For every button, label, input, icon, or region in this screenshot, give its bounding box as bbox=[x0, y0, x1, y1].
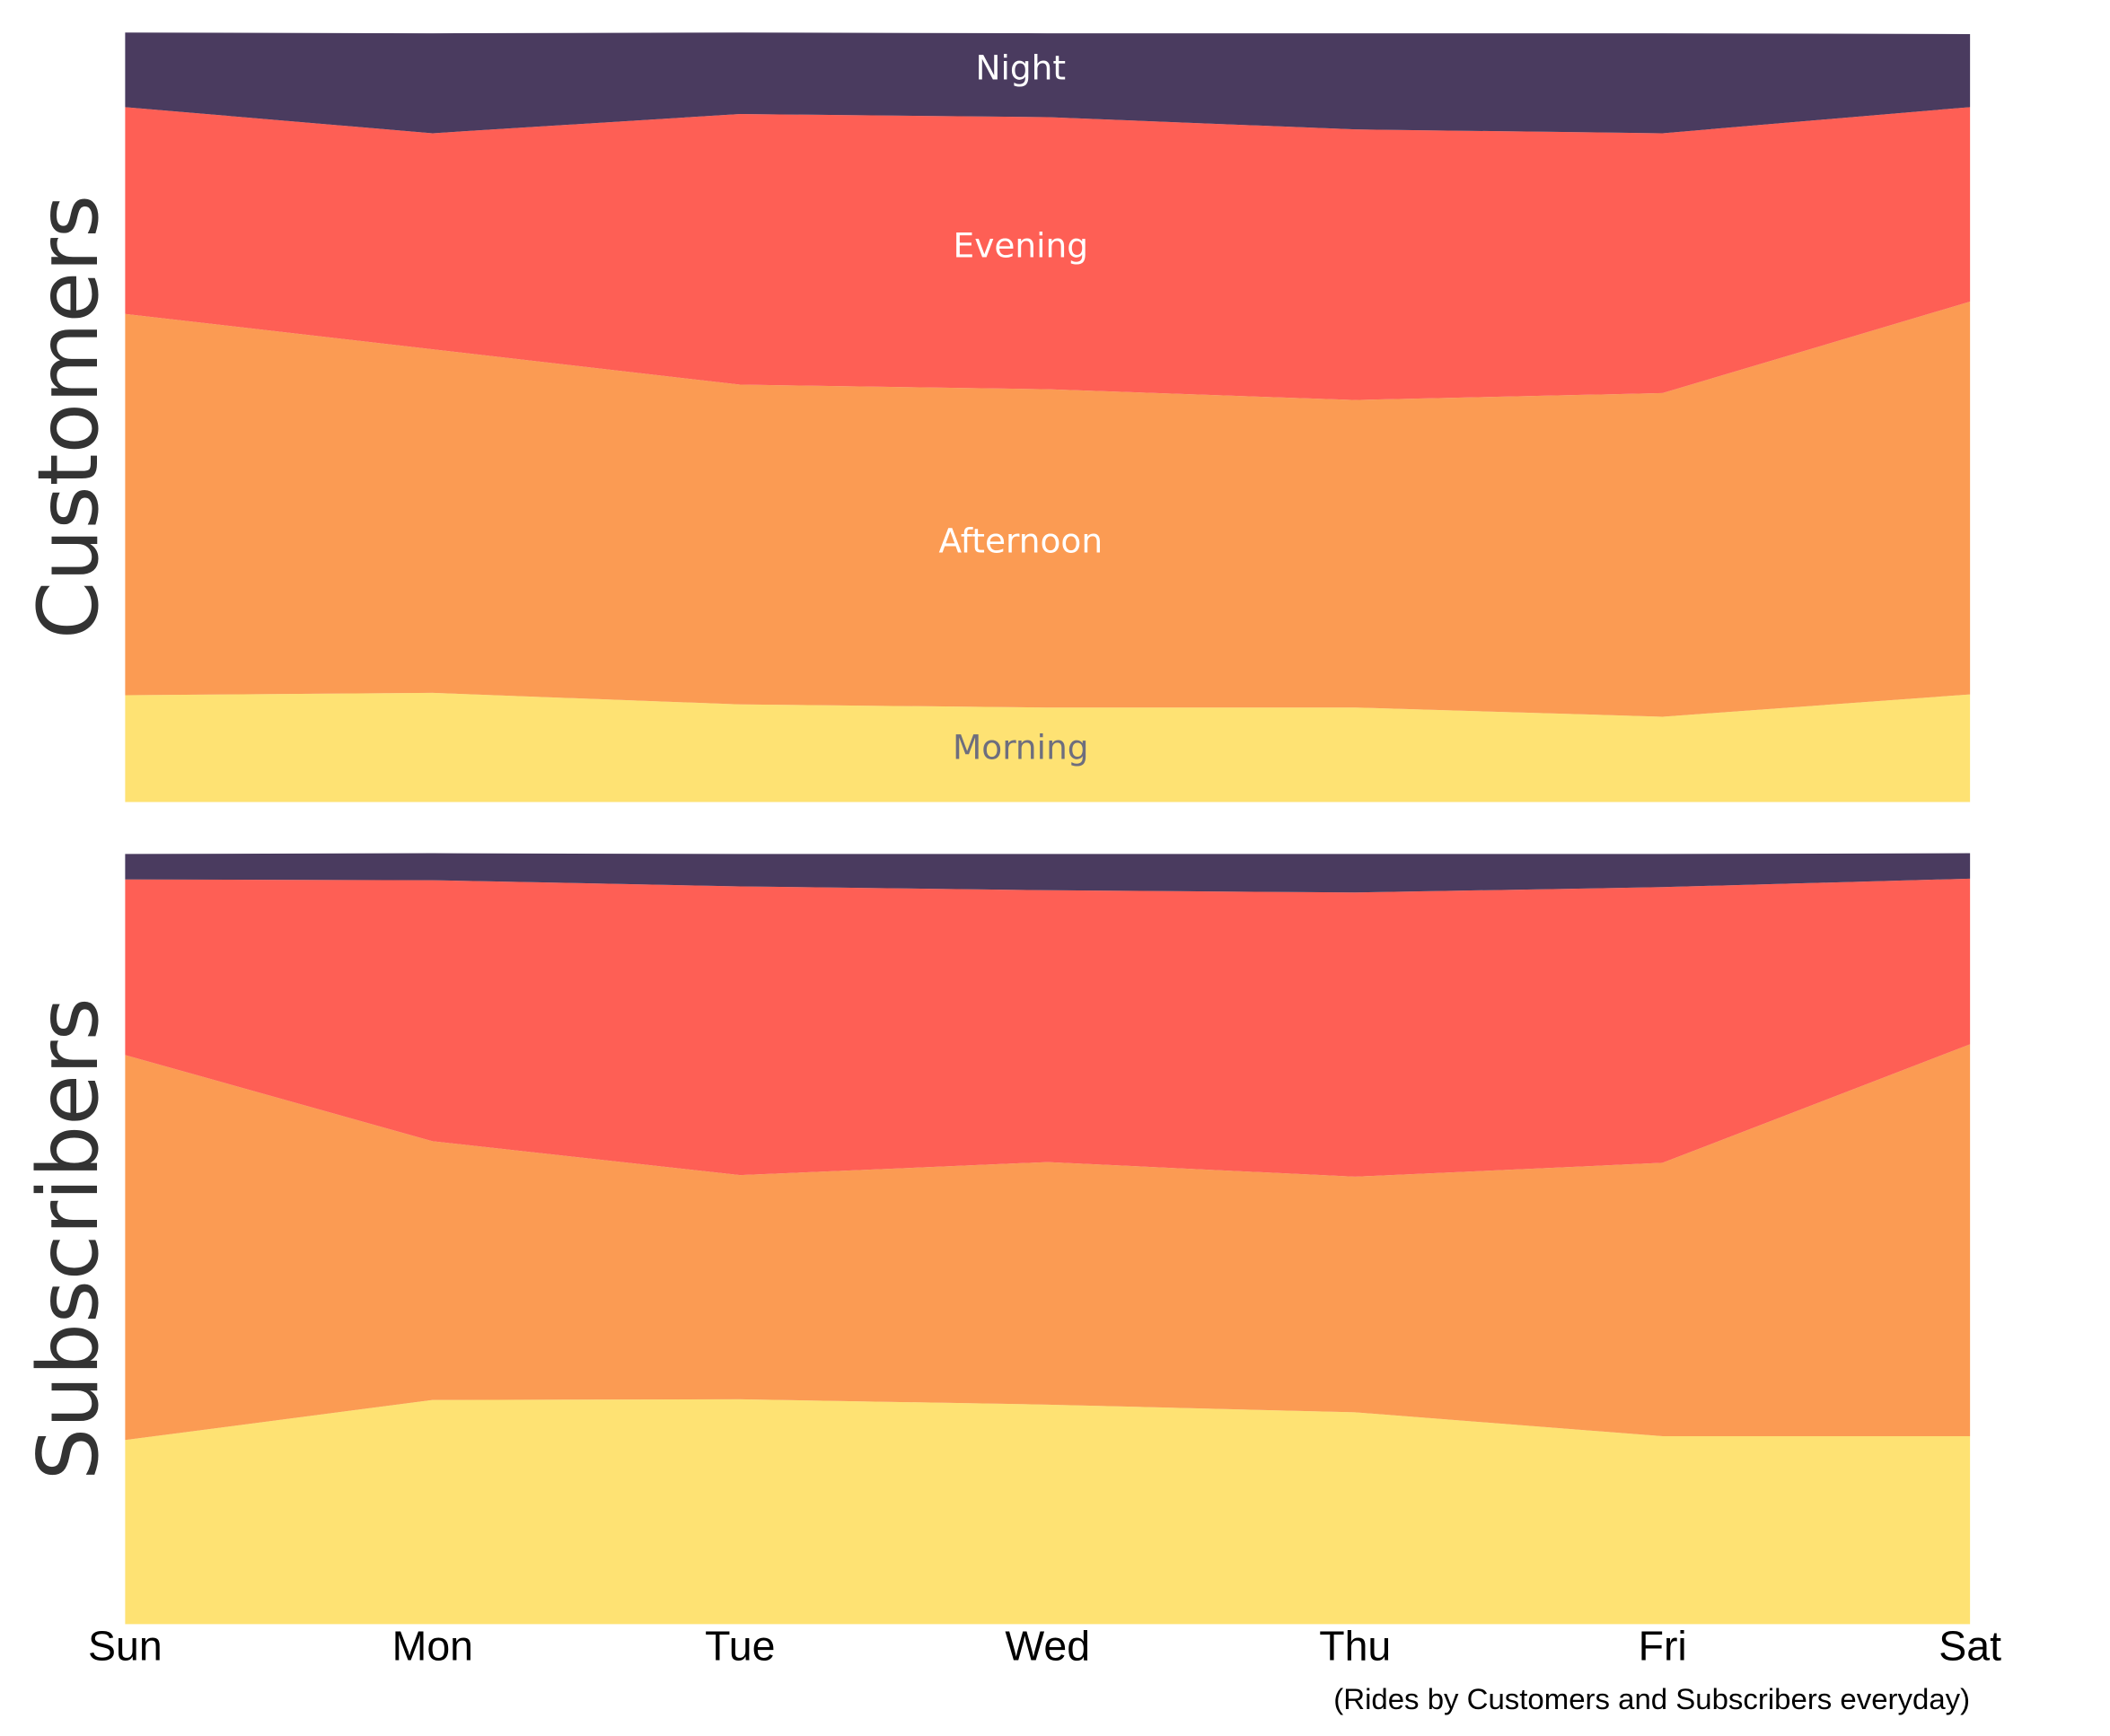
area-layer bbox=[125, 107, 1971, 400]
x-tick-label: Wed bbox=[1005, 1623, 1090, 1670]
series-label: Morning bbox=[953, 728, 1089, 767]
x-tick-label: Sat bbox=[1939, 1623, 2001, 1670]
area-layer bbox=[125, 878, 1971, 1177]
x-tick-label: Fri bbox=[1639, 1623, 1687, 1670]
x-tick-label: Thu bbox=[1319, 1623, 1391, 1670]
x-tick-label: Mon bbox=[392, 1623, 473, 1670]
x-tick-label: Sun bbox=[88, 1623, 163, 1670]
y-axis-label: Subscribers bbox=[20, 997, 118, 1480]
area-layer bbox=[125, 1044, 1971, 1441]
y-axis-label: Customers bbox=[20, 195, 118, 639]
area-layer bbox=[125, 301, 1971, 717]
area-layer bbox=[125, 853, 1971, 893]
series-label: Afternoon bbox=[939, 522, 1103, 561]
caption: (Rides by Customers and Subscribers ever… bbox=[1333, 1682, 1970, 1715]
series-label: Night bbox=[975, 48, 1066, 87]
area-layer bbox=[125, 1398, 1971, 1625]
series-label: Evening bbox=[954, 226, 1089, 266]
area-layer bbox=[125, 692, 1971, 802]
area-layer bbox=[125, 32, 1971, 134]
x-tick-label: Tue bbox=[705, 1623, 775, 1670]
